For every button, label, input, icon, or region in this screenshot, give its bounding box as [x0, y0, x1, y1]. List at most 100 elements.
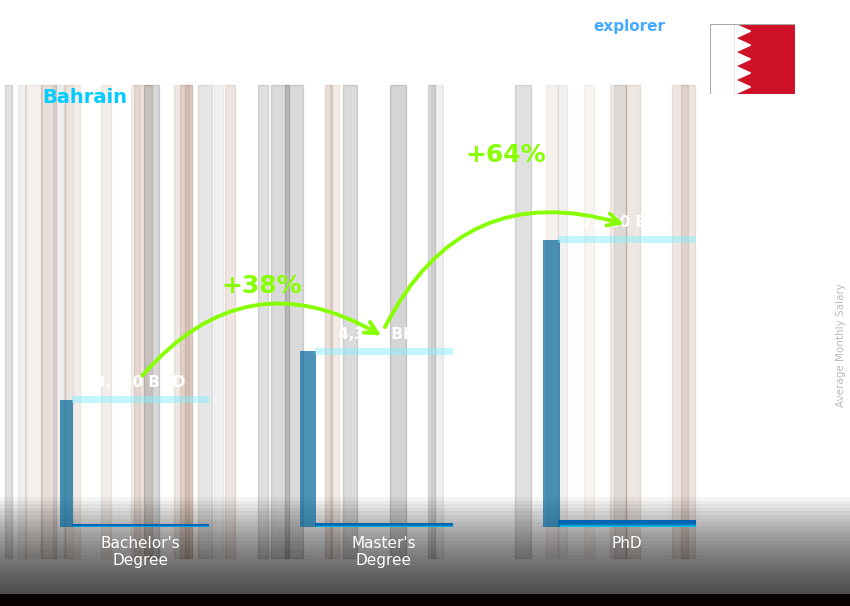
Bar [0, 594, 850, 601]
Bar [71, 525, 209, 527]
Bar [71, 525, 209, 527]
Bar [314, 524, 452, 526]
Bar [314, 525, 452, 527]
Bar [0, 599, 850, 605]
Bar [71, 525, 209, 527]
Bar [558, 521, 695, 524]
Bar [314, 525, 452, 527]
Text: Salary Comparison By Education: Salary Comparison By Education [42, 21, 599, 50]
Bar [314, 524, 452, 525]
Bar [314, 524, 452, 526]
Bar [558, 522, 695, 526]
Bar [558, 523, 695, 527]
Bar [71, 525, 209, 527]
Bar [558, 522, 695, 525]
Bar [314, 525, 452, 527]
Bar [314, 524, 452, 527]
Bar [314, 523, 452, 525]
Bar [558, 522, 695, 525]
Bar [710, 24, 735, 94]
Bar [558, 522, 695, 525]
Bar [0, 598, 850, 604]
Bar [71, 525, 209, 527]
Polygon shape [735, 66, 751, 80]
Bar [71, 525, 209, 527]
Bar [0, 596, 850, 602]
Bar [0, 598, 850, 604]
Bar [0, 599, 850, 605]
Bar [314, 524, 452, 527]
Text: 4,350 BHD: 4,350 BHD [338, 327, 429, 342]
Bar [314, 524, 452, 527]
Bar [0, 599, 850, 605]
Bar [558, 524, 695, 527]
Bar [0, 600, 850, 606]
Bar [735, 24, 795, 94]
Bar [0, 597, 850, 603]
Bar [71, 525, 209, 527]
Bar [314, 524, 452, 527]
Bar [558, 522, 695, 526]
Bar [0, 594, 850, 601]
Bar [71, 525, 209, 526]
Bar [71, 524, 209, 526]
Bar [558, 523, 695, 527]
Bar [300, 351, 316, 527]
Bar [314, 524, 452, 526]
Bar [558, 524, 695, 527]
Bar [314, 524, 452, 526]
Bar [558, 521, 695, 525]
Bar [314, 524, 452, 526]
Bar [343, 85, 357, 558]
Bar [558, 522, 695, 526]
Bar [314, 525, 452, 527]
Bar [615, 85, 626, 558]
Bar [0, 555, 850, 606]
Bar [71, 525, 209, 526]
Bar [0, 519, 850, 606]
Bar [0, 596, 850, 602]
Bar [71, 525, 209, 526]
Text: 3,160 BHD: 3,160 BHD [95, 376, 186, 390]
Bar [558, 521, 695, 525]
Bar [71, 525, 209, 527]
Bar [558, 522, 695, 526]
Bar [0, 599, 850, 605]
Bar [558, 522, 695, 525]
Bar [71, 525, 209, 527]
Bar [71, 524, 209, 526]
Bar [314, 524, 452, 527]
Bar [558, 524, 695, 527]
Bar [71, 525, 209, 527]
Bar [558, 520, 695, 524]
Bar [19, 85, 26, 558]
Bar [558, 523, 695, 527]
Bar [71, 524, 209, 526]
Bar [71, 525, 209, 527]
Bar [0, 594, 850, 600]
Bar [0, 548, 850, 606]
Bar [314, 524, 452, 526]
Bar [584, 85, 594, 558]
Bar [314, 524, 452, 525]
Bar [314, 524, 452, 526]
Bar [71, 525, 209, 527]
Bar [0, 530, 850, 606]
Bar [314, 524, 452, 526]
Bar [0, 597, 850, 603]
Bar [0, 595, 850, 601]
Bar [0, 598, 850, 604]
Bar [314, 524, 452, 526]
Bar [71, 525, 209, 527]
Bar [558, 521, 695, 524]
Bar [0, 600, 850, 606]
Bar [389, 85, 406, 558]
Bar [0, 581, 850, 606]
Bar [314, 524, 452, 526]
Bar [314, 348, 452, 355]
Bar [314, 524, 452, 527]
Bar [558, 522, 695, 525]
Text: explorer: explorer [593, 19, 666, 35]
Bar [558, 521, 695, 524]
Bar [314, 523, 452, 525]
